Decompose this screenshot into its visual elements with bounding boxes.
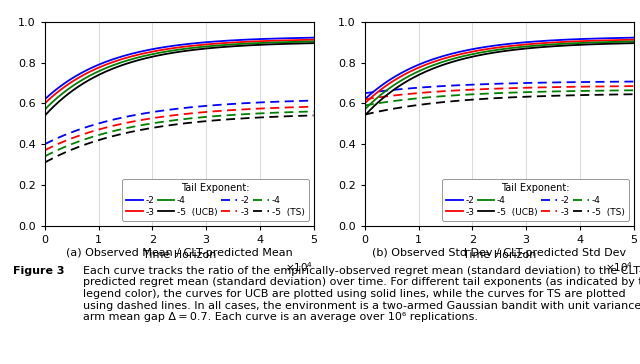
X-axis label: Time Horizon: Time Horizon bbox=[143, 250, 216, 260]
Text: Each curve tracks the ratio of the empirically-observed regret mean (standard de: Each curve tracks the ratio of the empir… bbox=[83, 266, 640, 322]
Text: (b) Observed Std Dev / CLT-predicted Std Dev: (b) Observed Std Dev / CLT-predicted Std… bbox=[372, 248, 627, 257]
Text: Figure 3: Figure 3 bbox=[13, 266, 64, 276]
Text: (a) Observed Mean / CLT-predicted Mean: (a) Observed Mean / CLT-predicted Mean bbox=[66, 248, 292, 257]
Text: $\times10^4$: $\times10^4$ bbox=[285, 260, 314, 274]
X-axis label: Time Horizon: Time Horizon bbox=[463, 250, 536, 260]
Legend: -2, -3, -4, -5  (UCB), -2, -3, -4, -5  (TS): -2, -3, -4, -5 (UCB), -2, -3, -4, -5 (TS… bbox=[122, 179, 309, 221]
Legend: -2, -3, -4, -5  (UCB), -2, -3, -4, -5  (TS): -2, -3, -4, -5 (UCB), -2, -3, -4, -5 (TS… bbox=[442, 179, 629, 221]
Text: $\times10^4$: $\times10^4$ bbox=[605, 260, 634, 274]
